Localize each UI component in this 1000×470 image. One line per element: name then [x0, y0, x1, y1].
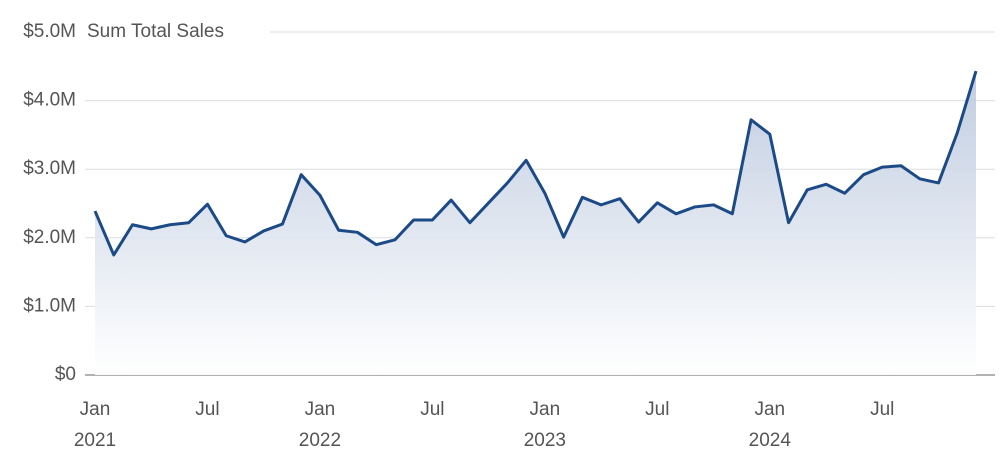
- x-tick-label: Jan 2023: [523, 399, 566, 451]
- chart-title: Sum Total Sales: [87, 21, 224, 42]
- line: [93, 70, 978, 257]
- x-tick-label: Jan 2024: [748, 399, 791, 451]
- y-tick-label: $3.0M: [23, 158, 76, 179]
- x-tick-label: Jul: [420, 399, 445, 420]
- y-tick-label: $2.0M: [23, 227, 76, 248]
- x-tick-label: Jan 2021: [73, 399, 117, 451]
- area: [95, 71, 976, 376]
- y-tick-label: $0: [55, 364, 76, 385]
- x-tick-label: Jul: [195, 399, 220, 420]
- y-tick-label: $5.0M: [23, 21, 76, 42]
- x-tick-label: Jan 2022: [298, 399, 342, 451]
- y-tick-label: $4.0M: [23, 90, 76, 111]
- x-tick-label: Jul: [870, 399, 895, 420]
- title-bg: [82, 18, 270, 46]
- y-tick-label: $1.0M: [23, 295, 76, 316]
- x-tick-label: Jul: [645, 399, 670, 420]
